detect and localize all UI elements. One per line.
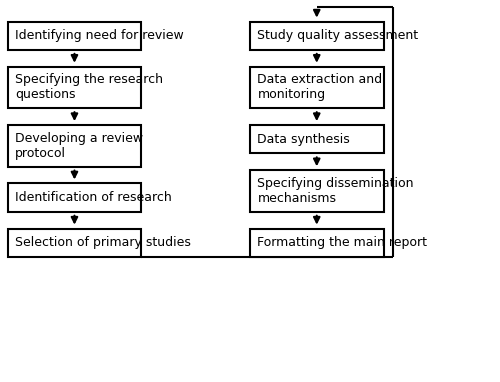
Text: Identifying need for review: Identifying need for review: [15, 29, 184, 42]
Text: Selection of primary studies: Selection of primary studies: [15, 236, 191, 249]
Text: Specifying the research
questions: Specifying the research questions: [15, 73, 163, 102]
Text: Data extraction and
monitoring: Data extraction and monitoring: [258, 73, 382, 102]
FancyBboxPatch shape: [250, 170, 384, 212]
FancyBboxPatch shape: [8, 229, 141, 257]
Text: Study quality assessment: Study quality assessment: [258, 29, 418, 42]
FancyBboxPatch shape: [8, 125, 141, 167]
FancyBboxPatch shape: [250, 229, 384, 257]
FancyBboxPatch shape: [8, 183, 141, 212]
FancyBboxPatch shape: [8, 22, 141, 50]
FancyBboxPatch shape: [8, 67, 141, 108]
Text: Data synthesis: Data synthesis: [258, 133, 350, 146]
FancyBboxPatch shape: [250, 125, 384, 153]
Text: Specifying dissemination
mechanisms: Specifying dissemination mechanisms: [258, 177, 414, 205]
Text: Identification of research: Identification of research: [15, 191, 172, 204]
Text: Developing a review
protocol: Developing a review protocol: [15, 132, 144, 160]
Text: Formatting the main report: Formatting the main report: [258, 236, 428, 249]
FancyBboxPatch shape: [250, 22, 384, 50]
FancyBboxPatch shape: [250, 67, 384, 108]
